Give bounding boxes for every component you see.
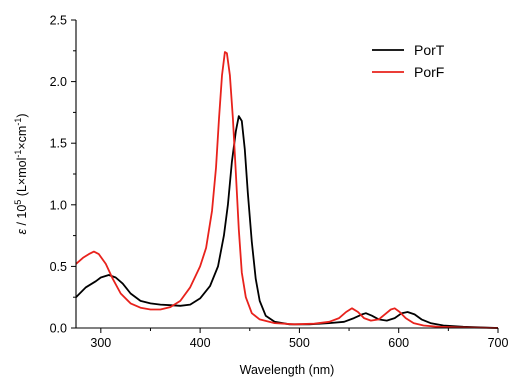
x-tick-label: 300 [90,336,111,350]
y-axis-title-exp-cm: -1 [13,118,23,126]
y-axis-title-scale: / 10 [15,205,29,229]
y-axis-title-symbol: ε [15,229,29,235]
x-tick-label: 500 [289,336,310,350]
legend-item-porf: PorF [372,64,444,80]
plot-lines [75,51,499,329]
x-ticks: 300 400 500 600 700 [90,328,508,350]
y-ticks: 0.0 0.5 1.0 1.5 2.0 2.5 [50,14,76,336]
y-axis-title-unit-close: ) [15,113,29,117]
series-line-port [75,115,499,329]
y-tick-label: 2.0 [50,75,67,89]
y-axis-title-exp-mol: -1 [13,150,23,158]
y-axis-title: ε / 105 (L×mol-1×cm-1) [13,113,29,234]
x-tick-label: 600 [388,336,409,350]
x-tick-label: 400 [190,336,211,350]
legend: PorT PorF [372,42,445,80]
y-tick-label: 2.5 [50,14,67,28]
legend-item-port: PorT [372,42,445,58]
series-line-porf [75,51,499,329]
y-tick-label: 0.0 [50,322,67,336]
y-axis-title-unit-mid: ×cm [15,126,29,150]
y-tick-label: 1.0 [50,198,67,212]
y-tick-label: 1.5 [50,137,67,151]
legend-label-porf: PorF [414,64,444,80]
x-axis-title: Wavelength (nm) [240,363,335,377]
legend-label-port: PorT [414,42,445,58]
y-axis-title-unit-open: (L×mol [15,158,29,200]
y-axis-title-exp-5: 5 [13,200,23,205]
x-tick-label: 700 [488,336,509,350]
y-tick-label: 0.5 [50,260,67,274]
